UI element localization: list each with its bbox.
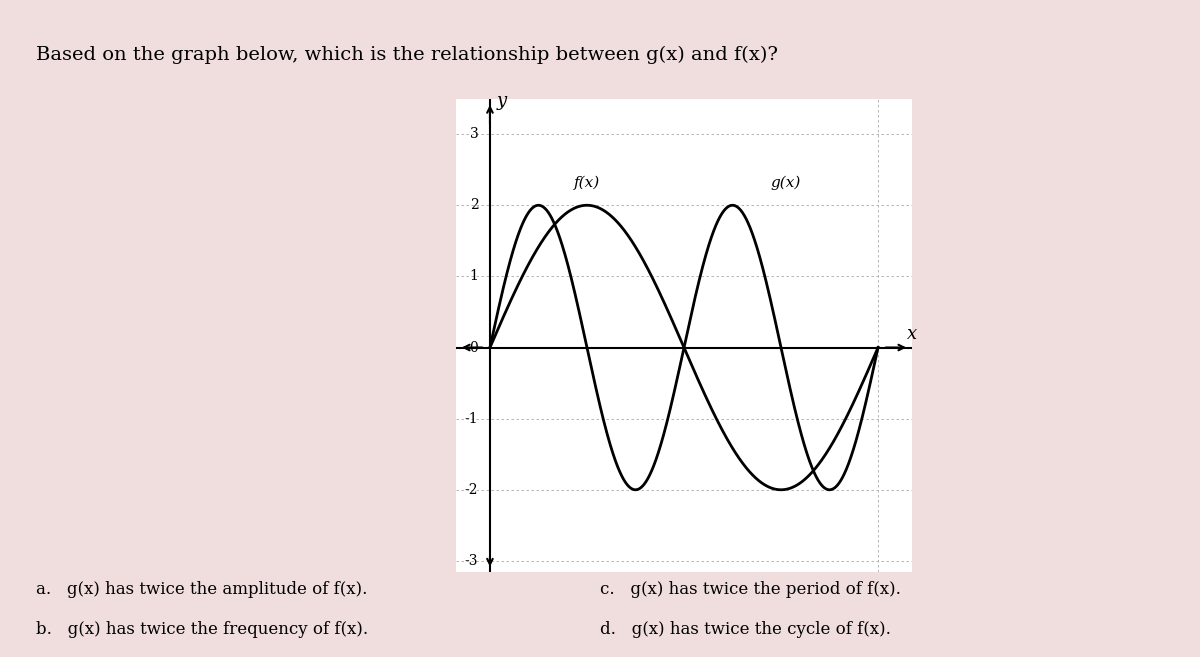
Text: y: y — [497, 92, 506, 110]
Text: -1: -1 — [464, 412, 479, 426]
Text: 2: 2 — [469, 198, 479, 212]
Text: f(x): f(x) — [574, 175, 600, 190]
Text: c.   g(x) has twice the period of f(x).: c. g(x) has twice the period of f(x). — [600, 581, 901, 599]
Text: a.   g(x) has twice the amplitude of f(x).: a. g(x) has twice the amplitude of f(x). — [36, 581, 367, 599]
Text: -2: -2 — [464, 483, 479, 497]
Text: x: x — [907, 325, 917, 342]
Text: g(x): g(x) — [770, 175, 802, 190]
Text: Based on the graph below, which is the relationship between g(x) and f(x)?: Based on the graph below, which is the r… — [36, 46, 778, 64]
Text: -3: -3 — [464, 554, 479, 568]
Text: b.   g(x) has twice the frequency of f(x).: b. g(x) has twice the frequency of f(x). — [36, 621, 368, 638]
Text: 0: 0 — [469, 340, 479, 355]
Text: 1: 1 — [469, 269, 479, 283]
Text: d.   g(x) has twice the cycle of f(x).: d. g(x) has twice the cycle of f(x). — [600, 621, 890, 638]
Text: 3: 3 — [469, 127, 479, 141]
